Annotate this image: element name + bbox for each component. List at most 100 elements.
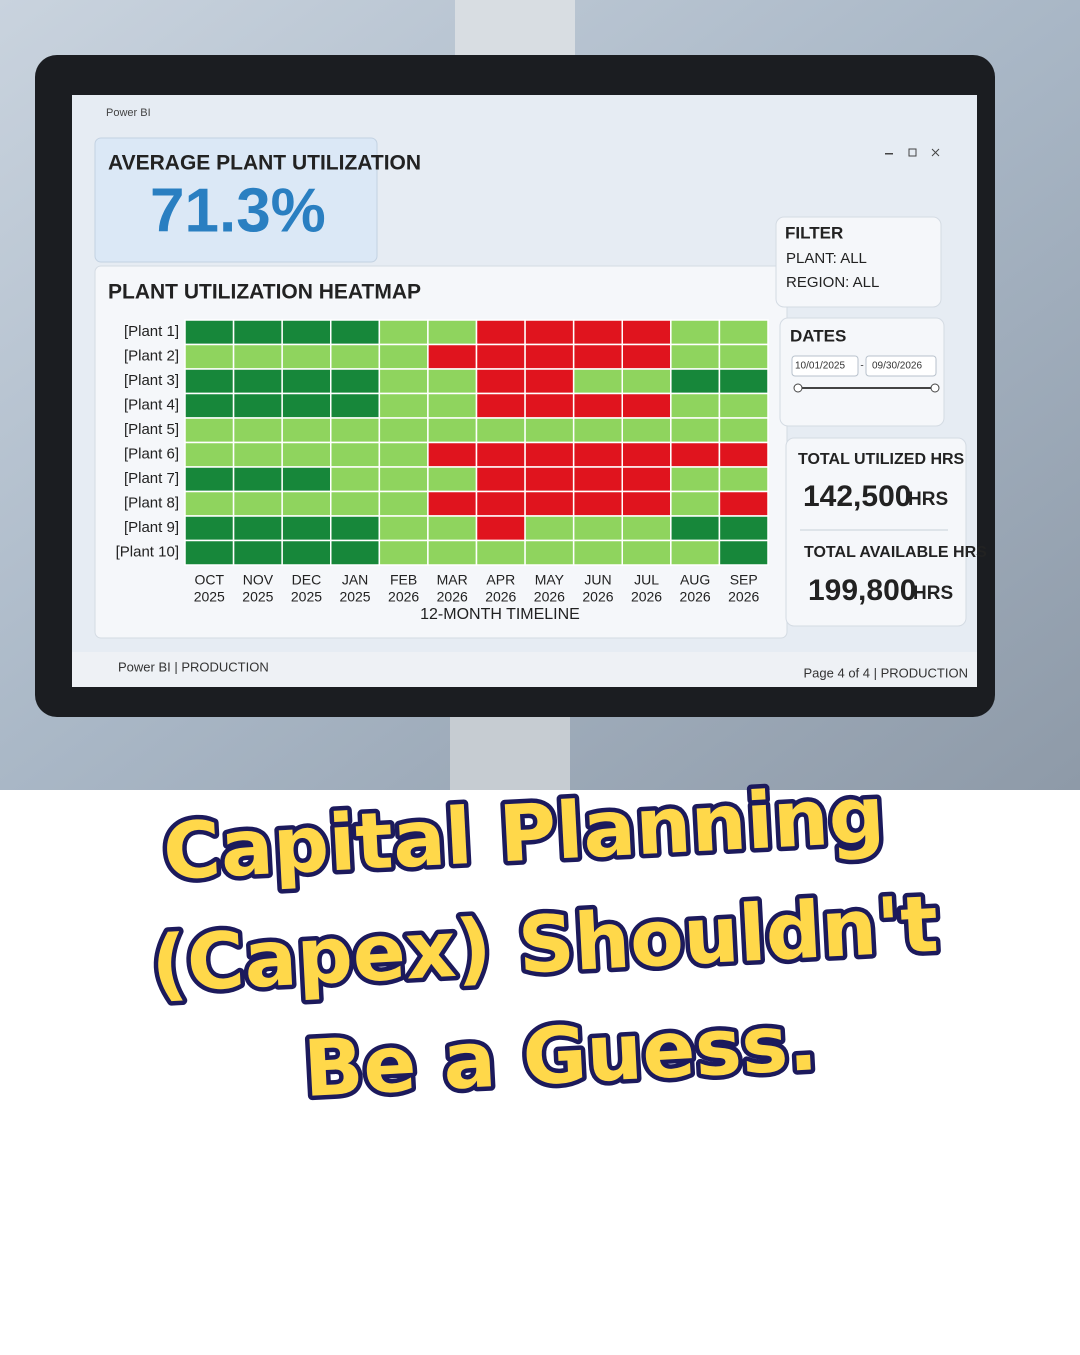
window-controls <box>885 148 940 157</box>
column-month: APR <box>486 572 515 588</box>
footer-bar <box>72 652 977 687</box>
total-unit: HRS <box>913 583 953 604</box>
heatmap-cell <box>718 490 769 517</box>
heatmap-cell <box>670 441 721 468</box>
column-month: SEP <box>730 572 758 588</box>
date-end[interactable]: 09/30/2026 <box>872 361 922 372</box>
row-label: [Plant 5] <box>124 421 179 438</box>
heatmap-cell <box>524 392 575 419</box>
heatmap-cell <box>475 319 526 346</box>
heatmap-cell <box>184 368 235 395</box>
heatmap-cell <box>378 343 429 370</box>
total-value: 142,500 <box>803 480 911 513</box>
column-month: MAR <box>437 572 468 588</box>
column-year: 2026 <box>534 589 565 605</box>
heatmap-cell <box>281 368 332 395</box>
heatmap-cell <box>475 466 526 493</box>
total-label: TOTAL UTILIZED HRS <box>798 451 965 468</box>
dates-card <box>779 317 945 427</box>
row-label: [Plant 10] <box>116 544 179 561</box>
heatmap-cell <box>232 466 283 493</box>
app-title: Power BI <box>106 107 151 119</box>
heatmap-cell <box>330 515 381 542</box>
slider-handle[interactable] <box>930 383 940 393</box>
heatmap-cell <box>718 466 769 493</box>
column-month: AUG <box>680 572 710 588</box>
heatmap-cell <box>572 392 624 419</box>
column-year: 2026 <box>388 589 419 605</box>
heatmap-cell <box>621 466 672 493</box>
heatmap-cell <box>572 466 624 493</box>
heatmap-cell <box>330 319 381 346</box>
heatmap-cell <box>718 539 769 566</box>
heatmap-cell <box>572 319 624 346</box>
heatmap-cell <box>475 392 526 419</box>
filter-line: PLANT: ALL <box>786 250 867 267</box>
row-label: [Plant 3] <box>124 372 179 389</box>
heatmap-cell <box>281 466 332 493</box>
row-label: [Plant 1] <box>124 323 179 340</box>
column-month: JUL <box>634 572 659 588</box>
heatmap-cell <box>475 441 526 468</box>
heatmap-cell <box>524 343 575 370</box>
column-month: DEC <box>292 572 322 588</box>
heatmap-cell <box>330 392 381 419</box>
heatmap-cell <box>572 515 624 542</box>
close[interactable] <box>931 148 940 157</box>
heatmap-cell <box>475 515 526 542</box>
total-unit: HRS <box>908 489 948 510</box>
heatmap-cell <box>427 441 478 468</box>
heatmap-cell <box>330 441 381 468</box>
heatmap-cell <box>232 539 283 566</box>
heatmap-cell <box>330 490 381 517</box>
row-label: [Plant 4] <box>124 397 179 414</box>
column-month: NOV <box>243 572 274 588</box>
heatmap-cell <box>572 368 624 395</box>
footer-left: Power BI | PRODUCTION <box>118 659 269 674</box>
kpi-card <box>94 137 378 263</box>
heatmap-cell <box>378 466 429 493</box>
heatmap-cell <box>670 368 721 395</box>
heatmap-cell <box>427 417 478 444</box>
heatmap-cell <box>427 490 478 517</box>
column-year: 2026 <box>680 589 711 605</box>
heatmap-cell <box>184 441 235 468</box>
heatmap-cell <box>232 490 283 517</box>
heatmap-cell <box>427 392 478 419</box>
heatmap-cell <box>184 515 235 542</box>
heatmap-cell <box>427 343 478 370</box>
heatmap-title: PLANT UTILIZATION HEATMAP <box>108 281 421 304</box>
total-label: TOTAL AVAILABLE HRS <box>804 544 987 561</box>
date-start-box[interactable] <box>791 355 859 377</box>
heatmap-cell <box>232 343 283 370</box>
heatmap-cell <box>524 515 575 542</box>
heatmap-cell <box>184 343 235 370</box>
maximize[interactable] <box>908 148 917 157</box>
heatmap-cell <box>184 466 235 493</box>
column-month: OCT <box>195 572 225 588</box>
heatmap-cell <box>621 441 672 468</box>
heatmap-cell <box>330 539 381 566</box>
date-end-box[interactable] <box>865 355 937 377</box>
heatmap-cell <box>524 539 575 566</box>
heatmap-cell <box>281 392 332 419</box>
heatmap-cell <box>572 441 624 468</box>
heatmap-cell <box>572 343 624 370</box>
row-label: [Plant 9] <box>124 519 179 536</box>
x-axis-label: 12-MONTH TIMELINE <box>420 606 580 623</box>
heatmap-cell <box>232 515 283 542</box>
date-start[interactable]: 10/01/2025 <box>795 361 845 372</box>
heatmap-cell <box>378 368 429 395</box>
kpi-label: AVERAGE PLANT UTILIZATION <box>108 152 421 175</box>
date-separator: - <box>860 361 863 372</box>
heatmap-cell <box>281 490 332 517</box>
heatmap-cell <box>524 490 575 517</box>
heatmap-cell <box>718 319 769 346</box>
minimize[interactable] <box>885 153 893 155</box>
filter-line: REGION: ALL <box>786 274 879 291</box>
slider-handle[interactable] <box>793 383 803 393</box>
heatmap-cell <box>475 343 526 370</box>
heatmap-cell <box>184 392 235 419</box>
heatmap-cell <box>330 368 381 395</box>
